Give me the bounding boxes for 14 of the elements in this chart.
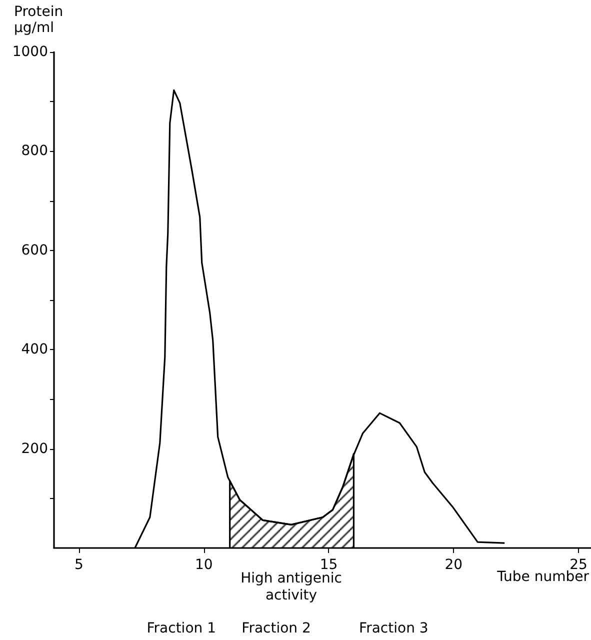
y-tick-label: 600 <box>21 242 48 258</box>
text: Fraction 1 <box>146 620 216 636</box>
x-tick-label: 5 <box>74 557 84 573</box>
text: Fraction 3 <box>359 620 428 636</box>
y-tick-label: 800 <box>21 143 48 160</box>
x-tick-label: 20 <box>444 557 463 573</box>
y-tick-label: 1000 <box>12 44 48 60</box>
x-tick-label: 10 <box>194 557 213 573</box>
y-axis-title: Protein µg/ml <box>14 4 64 36</box>
x-tick-label: 15 <box>320 557 338 573</box>
y-tick-label: 400 <box>21 342 48 358</box>
text: High antigenic activity <box>240 570 342 604</box>
y-tick-label: 200 <box>21 440 48 457</box>
text: Fraction 2 <box>242 620 311 636</box>
